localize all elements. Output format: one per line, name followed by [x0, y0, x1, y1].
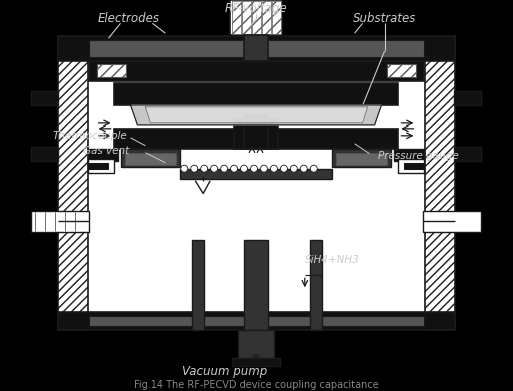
Bar — [336, 153, 387, 165]
Circle shape — [231, 165, 238, 172]
Bar — [234, 119, 278, 149]
Circle shape — [300, 165, 307, 172]
Text: SiH4+NH3: SiH4+NH3 — [305, 255, 360, 265]
Bar — [58, 312, 455, 330]
Bar — [31, 147, 58, 161]
Bar — [242, 1, 251, 34]
Text: Fig.14 The RF-PECVD device coupling capacitance: Fig.14 The RF-PECVD device coupling capa… — [133, 380, 379, 390]
Circle shape — [201, 165, 208, 172]
Bar — [423, 210, 481, 233]
Bar — [454, 147, 481, 161]
Circle shape — [221, 165, 228, 172]
Text: Thermocouple: Thermocouple — [53, 131, 128, 141]
Circle shape — [181, 165, 188, 172]
Bar — [252, 1, 261, 34]
Text: RF-voltage: RF-voltage — [225, 2, 287, 15]
Text: Pressure gauge: Pressure gauge — [378, 151, 458, 161]
Text: Substrates: Substrates — [353, 12, 416, 25]
Bar — [232, 358, 280, 366]
Bar — [244, 240, 268, 330]
Bar — [89, 61, 424, 81]
Bar — [404, 163, 424, 169]
Bar — [58, 36, 455, 61]
Bar — [386, 64, 417, 77]
Polygon shape — [130, 105, 382, 125]
Circle shape — [281, 165, 287, 172]
Bar — [454, 91, 481, 105]
Circle shape — [211, 165, 218, 172]
Bar — [113, 83, 399, 105]
Bar — [272, 1, 281, 34]
Bar — [58, 36, 452, 330]
Text: Vacuum pump: Vacuum pump — [183, 366, 268, 378]
Bar — [244, 114, 268, 149]
Circle shape — [191, 165, 198, 172]
Text: Electrodes: Electrodes — [97, 12, 160, 25]
Bar — [244, 35, 268, 61]
Bar — [88, 149, 117, 161]
Bar — [399, 159, 424, 173]
Bar — [180, 169, 332, 179]
Circle shape — [241, 165, 248, 172]
Polygon shape — [145, 107, 368, 123]
Bar — [332, 149, 391, 167]
Text: Gas vent: Gas vent — [83, 146, 129, 156]
Bar — [230, 0, 282, 35]
Bar — [310, 240, 322, 330]
Bar — [394, 149, 424, 161]
Circle shape — [261, 165, 267, 172]
Bar — [262, 1, 271, 34]
Bar — [31, 91, 58, 105]
Bar — [58, 36, 88, 330]
Bar — [89, 316, 424, 326]
Circle shape — [290, 165, 298, 172]
Bar — [31, 210, 89, 233]
Bar — [125, 153, 176, 165]
Bar — [121, 149, 180, 167]
Bar — [88, 163, 108, 169]
Bar — [88, 159, 113, 173]
Bar — [232, 1, 241, 34]
Bar — [192, 240, 204, 330]
Circle shape — [270, 165, 278, 172]
Bar — [89, 40, 424, 57]
Bar — [113, 129, 399, 149]
Circle shape — [310, 165, 317, 172]
Bar — [238, 330, 274, 360]
Bar — [425, 36, 455, 330]
Bar — [96, 64, 127, 77]
Circle shape — [250, 165, 258, 172]
